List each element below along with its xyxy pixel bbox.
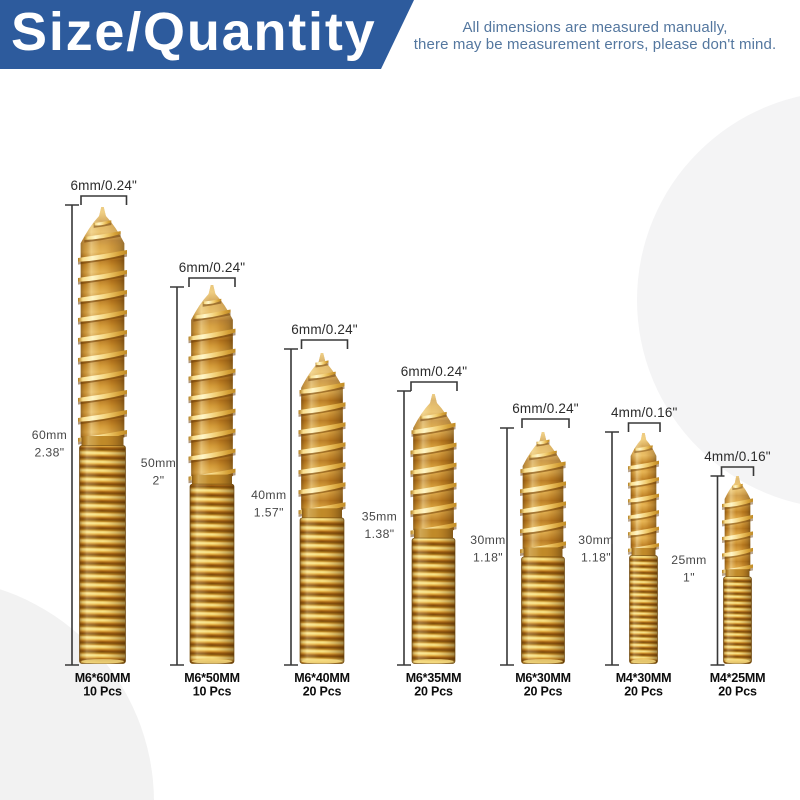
svg-text:10 Pcs: 10 Pcs	[83, 685, 122, 699]
svg-text:40mm: 40mm	[251, 488, 286, 502]
svg-text:30mm: 30mm	[470, 533, 505, 547]
svg-text:2.38": 2.38"	[34, 446, 64, 460]
svg-text:6mm/0.24": 6mm/0.24"	[401, 364, 468, 379]
svg-text:M6*30MM: M6*30MM	[515, 671, 571, 685]
svg-text:6mm/0.24": 6mm/0.24"	[70, 178, 137, 193]
svg-text:50mm: 50mm	[141, 456, 176, 470]
svg-text:M4*25MM: M4*25MM	[710, 671, 766, 685]
svg-text:6mm/0.24": 6mm/0.24"	[291, 322, 358, 337]
svg-text:1.18": 1.18"	[581, 551, 611, 565]
svg-text:M6*35MM: M6*35MM	[406, 671, 462, 685]
svg-text:10 Pcs: 10 Pcs	[193, 685, 232, 699]
svg-text:M6*60MM: M6*60MM	[75, 671, 131, 685]
svg-text:35mm: 35mm	[362, 510, 397, 524]
svg-text:1.57": 1.57"	[254, 506, 284, 520]
svg-text:20 Pcs: 20 Pcs	[524, 685, 563, 699]
svg-text:1.38": 1.38"	[364, 527, 394, 541]
svg-text:1": 1"	[683, 571, 695, 585]
svg-text:4mm/0.16": 4mm/0.16"	[611, 405, 678, 420]
svg-text:20 Pcs: 20 Pcs	[303, 685, 342, 699]
svg-text:25mm: 25mm	[671, 553, 706, 567]
svg-text:4mm/0.16": 4mm/0.16"	[704, 449, 771, 464]
svg-text:20 Pcs: 20 Pcs	[718, 685, 757, 699]
svg-text:M6*40MM: M6*40MM	[294, 671, 350, 685]
svg-text:20 Pcs: 20 Pcs	[624, 685, 663, 699]
svg-text:6mm/0.24": 6mm/0.24"	[512, 401, 579, 416]
svg-text:60mm: 60mm	[32, 428, 67, 442]
svg-text:1.18": 1.18"	[473, 551, 503, 565]
svg-text:30mm: 30mm	[578, 533, 613, 547]
svg-text:2": 2"	[153, 474, 165, 488]
svg-text:6mm/0.24": 6mm/0.24"	[179, 260, 246, 275]
svg-text:20 Pcs: 20 Pcs	[414, 685, 453, 699]
svg-text:M6*50MM: M6*50MM	[184, 671, 240, 685]
svg-text:M4*30MM: M4*30MM	[616, 671, 672, 685]
